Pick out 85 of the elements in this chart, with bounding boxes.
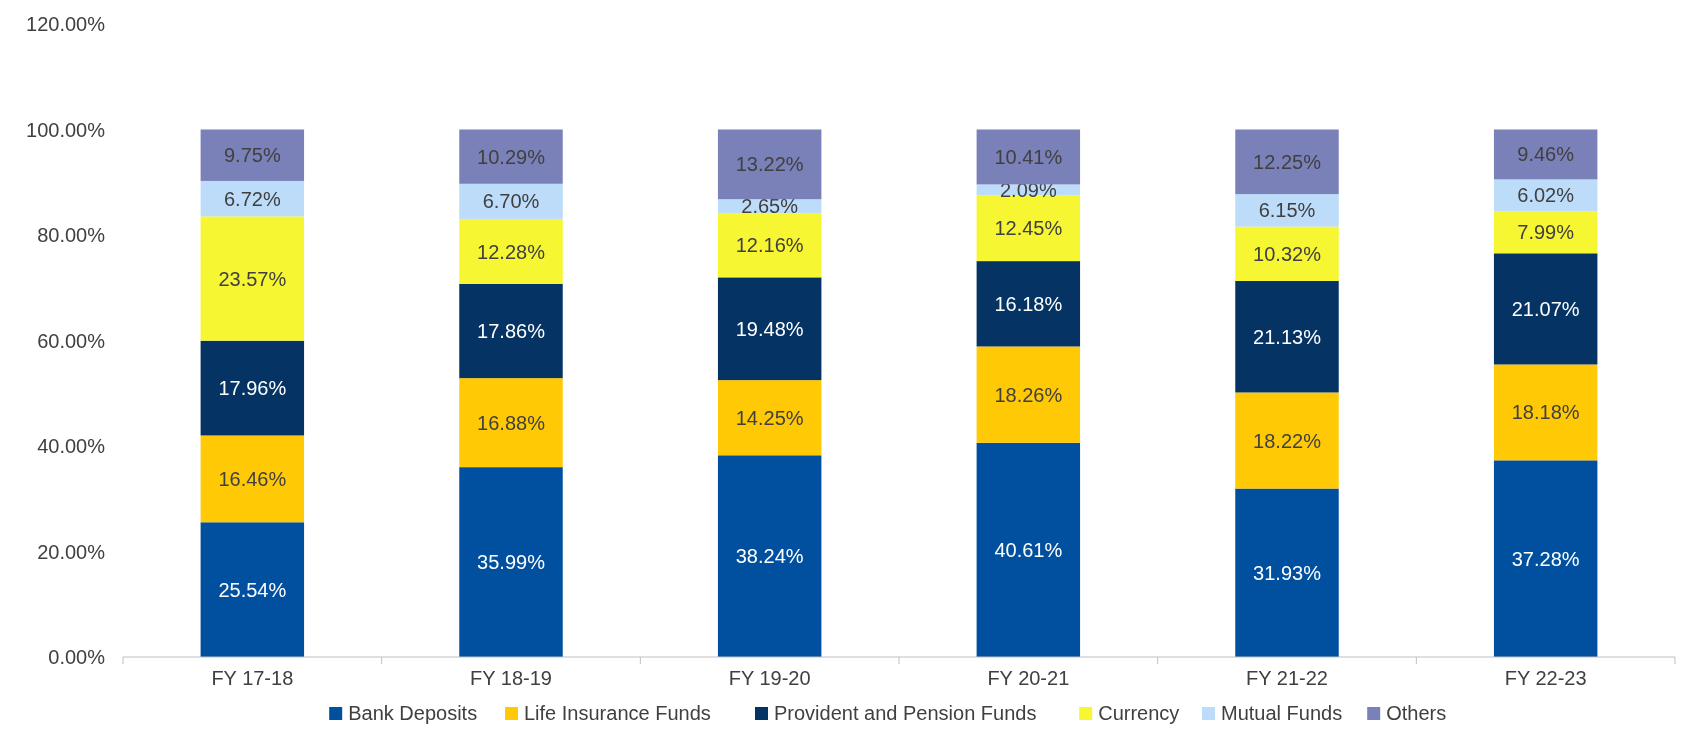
y-tick-label: 0.00% — [48, 646, 106, 668]
data-label: 14.25% — [735, 406, 804, 429]
legend-label: Others — [1386, 702, 1447, 724]
legend-label: Life Insurance Funds — [524, 702, 711, 724]
bar — [976, 129, 1081, 185]
legend-label: Provident and Pension Funds — [774, 702, 1037, 724]
data-label: 6.72% — [223, 187, 281, 210]
bar — [717, 455, 822, 657]
x-tick-label: FY 18-19 — [470, 667, 552, 689]
x-tick-label: FY 22-23 — [1504, 667, 1587, 689]
data-label: 10.29% — [477, 145, 546, 168]
bar — [717, 213, 822, 278]
bar — [717, 129, 822, 200]
bar — [1235, 226, 1339, 281]
bar — [717, 380, 822, 456]
y-tick-label: 20.00% — [37, 540, 106, 563]
data-label: 6.70% — [482, 190, 540, 213]
data-label: 17.96% — [218, 377, 287, 400]
x-tick-label: FY 19-20 — [728, 667, 811, 689]
data-label: 18.22% — [1253, 429, 1322, 452]
x-tick-label: FY 21-22 — [1246, 667, 1328, 689]
data-label: 16.88% — [477, 411, 546, 434]
data-label: 6.15% — [1258, 199, 1316, 222]
bar — [976, 261, 1081, 347]
data-label: 19.48% — [735, 317, 804, 340]
data-label: 21.07% — [1511, 297, 1580, 320]
bar — [200, 340, 305, 436]
bar — [1493, 211, 1598, 254]
bar — [200, 522, 305, 657]
data-label: 25.54% — [218, 578, 287, 601]
data-label: 12.25% — [1253, 150, 1322, 173]
bar — [1235, 392, 1339, 489]
data-label: 16.18% — [994, 292, 1063, 315]
bar — [1235, 129, 1339, 195]
data-label: 23.57% — [218, 267, 287, 290]
bar — [200, 435, 305, 523]
legend-label: Mutual Funds — [1221, 702, 1343, 724]
bar — [1235, 194, 1339, 227]
bar — [200, 216, 305, 341]
data-label: 17.86% — [477, 320, 546, 343]
y-tick-label: 60.00% — [37, 329, 106, 352]
data-label: 2.65% — [741, 195, 799, 218]
bar — [1493, 129, 1598, 180]
data-label: 31.93% — [1253, 561, 1322, 584]
data-label: 9.75% — [223, 144, 281, 167]
data-label: 7.99% — [1517, 221, 1575, 244]
data-label: 35.99% — [477, 551, 546, 574]
y-tick-label: 40.00% — [37, 435, 106, 457]
data-label: 16.46% — [218, 467, 287, 490]
y-tick-label: 80.00% — [37, 224, 106, 246]
data-label: 21.13% — [1253, 325, 1322, 348]
bar — [200, 129, 305, 181]
bar — [976, 195, 1081, 262]
data-label: 9.46% — [1517, 143, 1575, 166]
bar — [1493, 364, 1598, 461]
bar — [1235, 281, 1339, 393]
legend-label: Currency — [1098, 702, 1180, 724]
data-label: 12.45% — [994, 217, 1063, 240]
bar — [1235, 488, 1339, 657]
bar — [459, 283, 563, 379]
x-tick-label: FY 20-21 — [987, 667, 1070, 689]
bar — [459, 467, 563, 657]
data-label: 13.22% — [735, 153, 804, 176]
data-label: 6.02% — [1517, 184, 1575, 207]
legend-label: Bank Deposits — [348, 702, 478, 724]
data-label: 10.41% — [994, 145, 1063, 168]
data-label: 37.28% — [1511, 547, 1580, 570]
data-label: 18.26% — [994, 383, 1063, 406]
y-tick-label: 100.00% — [26, 118, 106, 141]
bar — [976, 346, 1081, 443]
bar — [459, 378, 563, 468]
data-label: 10.32% — [1253, 242, 1322, 265]
bar — [717, 277, 822, 381]
bar — [459, 219, 563, 284]
bar — [1493, 460, 1598, 657]
data-label: 38.24% — [735, 545, 804, 568]
data-label: 40.61% — [994, 538, 1063, 561]
x-tick-label: FY 17-18 — [211, 667, 294, 689]
data-label: 12.28% — [477, 240, 546, 263]
data-label: 18.18% — [1511, 401, 1580, 424]
bar — [459, 129, 563, 184]
bar — [976, 442, 1081, 657]
bar — [1493, 253, 1598, 365]
data-label: 12.16% — [735, 234, 804, 257]
y-tick-label: 120.00% — [26, 13, 106, 35]
